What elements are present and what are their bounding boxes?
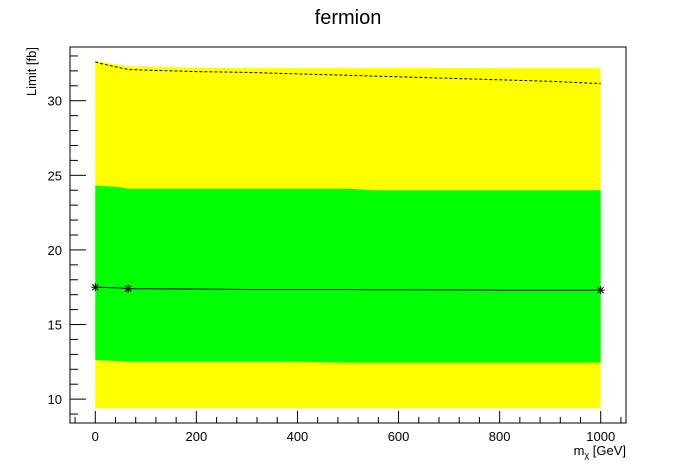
- y-axis: 10 15 20 25 30: [48, 55, 86, 415]
- limit-lines: [95, 61, 601, 291]
- x-axis-title: mχ [GeV]: [574, 443, 626, 460]
- limit-bands: [95, 60, 601, 409]
- y-tick-label: 10: [48, 392, 62, 407]
- x-tick-label: 200: [186, 429, 208, 444]
- x-tick-label: 800: [489, 429, 511, 444]
- x-axis-title-unit: [GeV]: [589, 443, 626, 458]
- expected-line: [95, 286, 601, 291]
- y-tick-label: 30: [48, 94, 62, 109]
- expected-marker: [596, 286, 605, 295]
- y-axis-title: Limit [fb]: [24, 47, 39, 96]
- band-1sigma: [95, 185, 601, 363]
- x-tick-label: 400: [287, 429, 309, 444]
- y-tick-label: 25: [48, 168, 62, 183]
- expected-markers: [91, 283, 605, 295]
- x-axis: 0 200 400 600 800 1000: [74, 411, 622, 444]
- expected-marker: [91, 283, 100, 292]
- expected-marker: [124, 284, 133, 293]
- y-tick-label: 20: [48, 243, 62, 258]
- x-tick-label: 600: [388, 429, 410, 444]
- x-tick-label: 0: [92, 429, 99, 444]
- chart-title: fermion: [315, 7, 382, 29]
- y-tick-label: 15: [48, 318, 62, 333]
- x-axis-title-main: m: [574, 443, 585, 458]
- x-axis-title-sub: χ: [584, 450, 589, 460]
- x-tick-label: 1000: [586, 429, 615, 444]
